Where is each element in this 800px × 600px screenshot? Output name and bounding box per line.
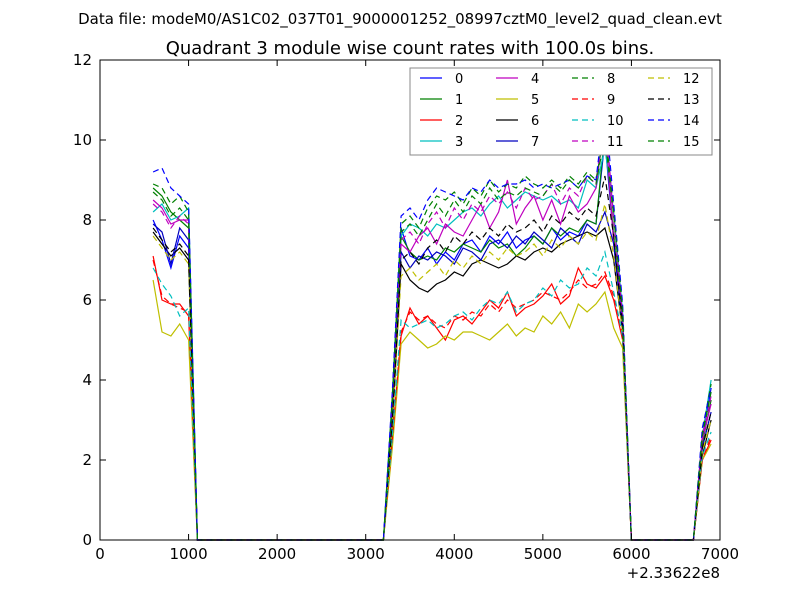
legend-label-12: 12 — [683, 72, 700, 87]
x-axis: 0 1000 2000 3000 4000 5000 6000 7000 — [95, 60, 739, 563]
y-tick-label: 6 — [82, 291, 92, 309]
series-line-10 — [152, 249, 712, 541]
legend-box — [409, 67, 713, 156]
y-tick-label: 0 — [82, 531, 92, 549]
x-tick-label: 2000 — [258, 545, 296, 563]
x-tick-label: 3000 — [347, 545, 385, 563]
legend-label-15: 15 — [683, 135, 700, 150]
legend-label-10: 10 — [607, 114, 624, 129]
y-tick-label: 8 — [82, 211, 92, 229]
legend-label-14: 14 — [683, 114, 700, 129]
legend-label-8: 8 — [607, 72, 615, 87]
legend-label-5: 5 — [531, 93, 539, 108]
x-tick-label: 6000 — [612, 545, 650, 563]
y-tick-label: 4 — [82, 371, 92, 389]
x-tick-label: 4000 — [435, 545, 473, 563]
x-tick-label: 1000 — [169, 545, 207, 563]
legend-label-3: 3 — [455, 135, 463, 150]
chart-title: Quadrant 3 module wise count rates with … — [166, 38, 655, 59]
legend-label-7: 7 — [531, 135, 539, 150]
legend-label-4: 4 — [531, 72, 539, 87]
y-tick-label: 2 — [82, 451, 92, 469]
legend-label-0: 0 — [455, 72, 463, 87]
legend-label-2: 2 — [455, 114, 463, 129]
legend-label-6: 6 — [531, 114, 539, 129]
suptitle: Data file: modeM0/AS1C02_037T01_90000012… — [78, 10, 722, 29]
x-tick-label: 7000 — [701, 545, 739, 563]
legend-label-11: 11 — [607, 135, 624, 150]
legend-label-9: 9 — [607, 93, 615, 108]
legend-label-13: 13 — [683, 93, 700, 108]
x-tick-label: 0 — [95, 545, 105, 563]
legend-label-1: 1 — [455, 93, 463, 108]
y-tick-label: 10 — [73, 131, 92, 149]
y-tick-label: 12 — [73, 51, 92, 69]
x-offset-label: +2.33622e8 — [627, 564, 720, 582]
x-tick-label: 5000 — [524, 545, 562, 563]
